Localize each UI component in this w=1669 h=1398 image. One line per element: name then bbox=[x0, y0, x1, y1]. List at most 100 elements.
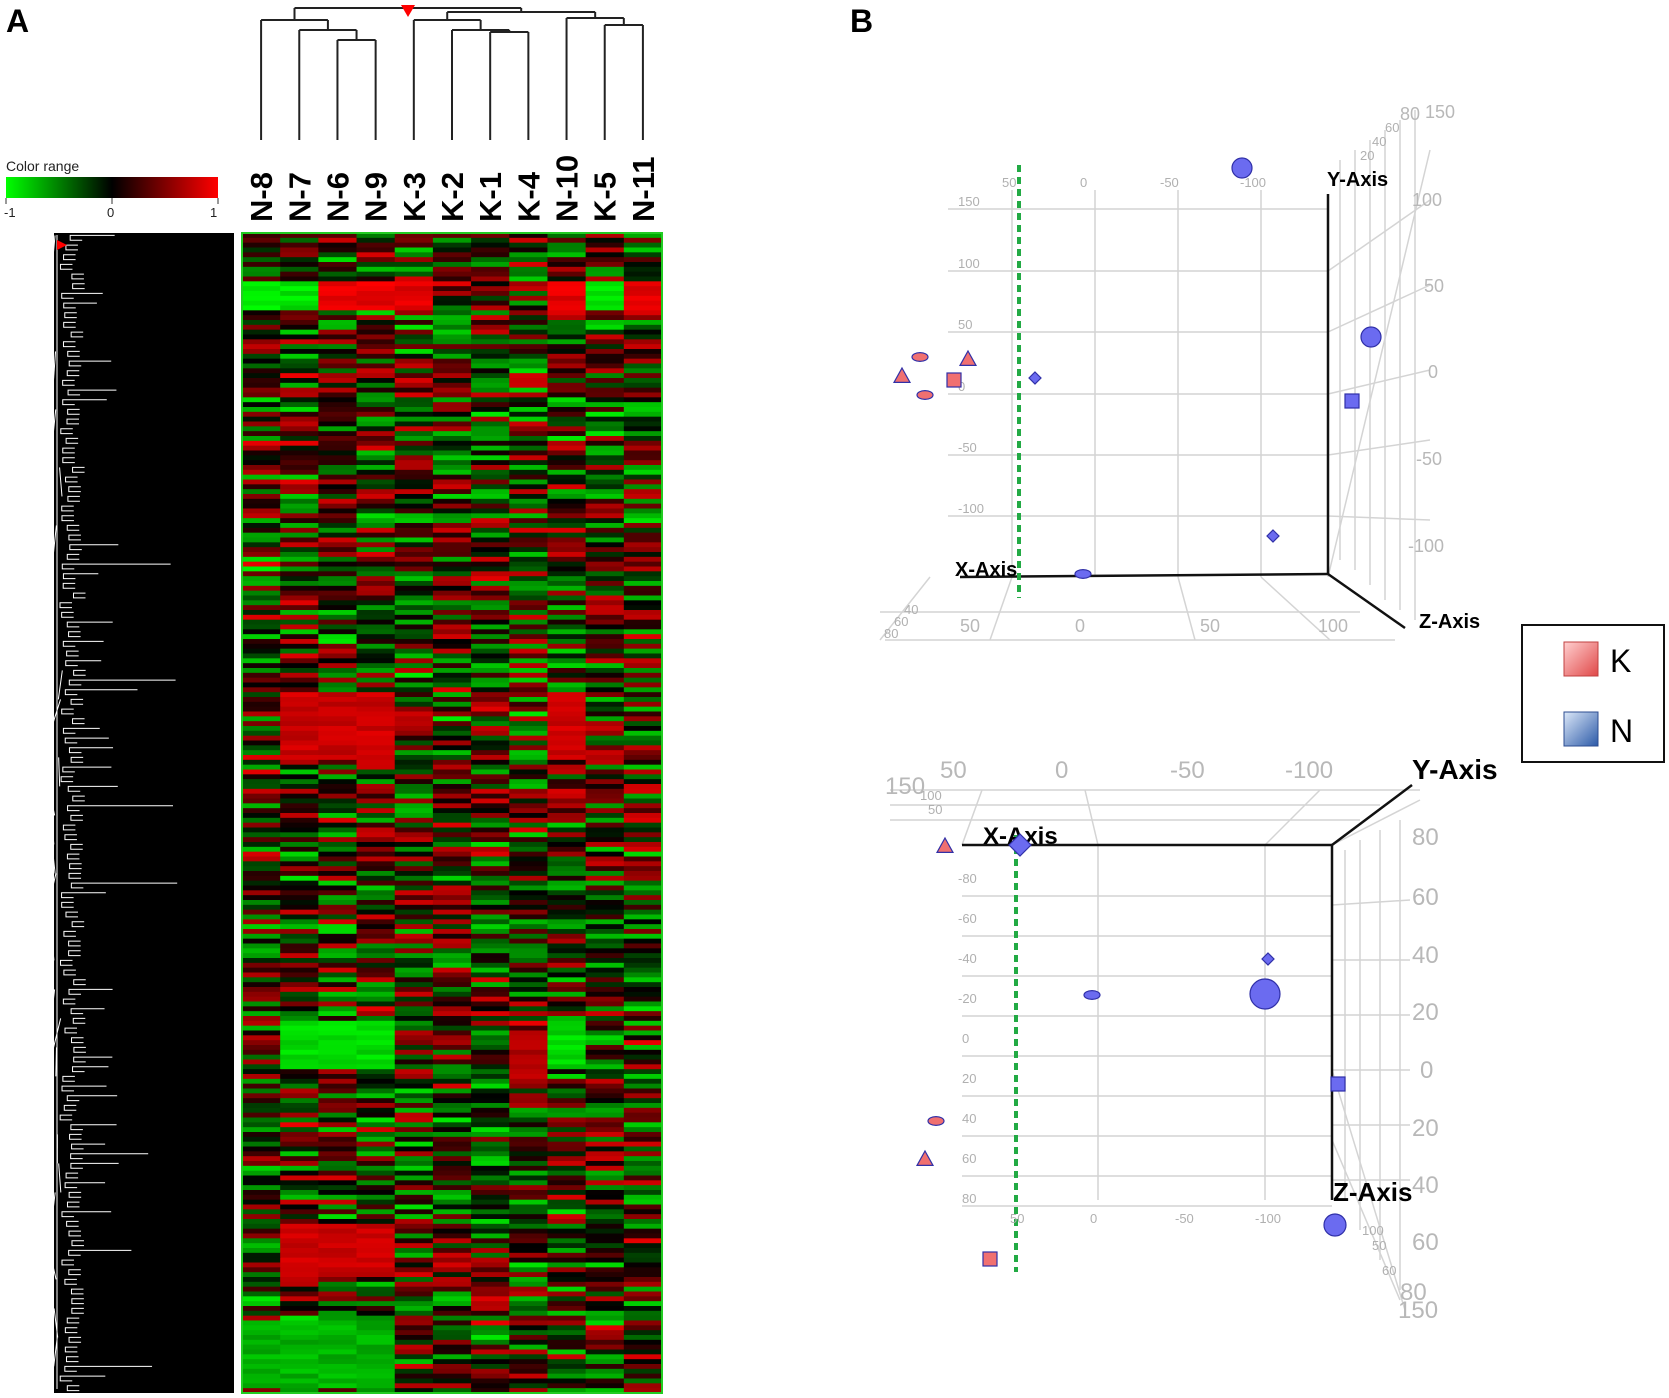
heatmap-cell bbox=[471, 1373, 510, 1379]
heatmap-cell bbox=[585, 590, 625, 596]
heatmap-cell bbox=[509, 527, 548, 534]
heatmap-cell bbox=[280, 1088, 319, 1094]
heatmap-cell bbox=[471, 537, 510, 543]
heatmap-cell bbox=[280, 1204, 319, 1210]
heatmap-cell bbox=[394, 1248, 434, 1254]
heatmap-border bbox=[241, 232, 663, 1394]
row-dendrogram-branch bbox=[68, 534, 81, 541]
heatmap-cell bbox=[394, 300, 434, 306]
heatmap-cell bbox=[471, 1098, 510, 1104]
y-tick: 50 bbox=[1424, 276, 1444, 296]
heatmap-cell bbox=[242, 479, 281, 485]
heatmap-cell bbox=[356, 943, 396, 949]
heatmap-cell bbox=[509, 1117, 548, 1123]
heatmap-cell bbox=[432, 1156, 472, 1162]
heatmap-cell bbox=[509, 629, 548, 635]
heatmap-cell bbox=[585, 846, 625, 853]
heatmap-cell bbox=[242, 1025, 281, 1031]
heatmap-cell bbox=[471, 1233, 510, 1239]
heatmap-cell bbox=[509, 1156, 548, 1162]
heatmap-cell bbox=[432, 363, 472, 369]
heatmap-cell bbox=[623, 474, 663, 480]
heatmap-cell bbox=[394, 711, 434, 717]
heatmap-cell bbox=[318, 1257, 358, 1263]
heatmap-cell bbox=[318, 1088, 358, 1094]
heatmap-cell bbox=[394, 407, 434, 413]
heatmap-cell bbox=[280, 643, 319, 650]
row-dendrogram-branch bbox=[61, 708, 74, 715]
heatmap-cell bbox=[585, 1388, 625, 1394]
heatmap-cell bbox=[509, 779, 548, 785]
heatmap-cell bbox=[471, 1219, 510, 1225]
heatmap-cell bbox=[547, 1194, 587, 1201]
heatmap-cell bbox=[623, 1228, 663, 1234]
heatmap-cell bbox=[623, 711, 663, 717]
heatmap-cell bbox=[432, 721, 472, 727]
heatmap-cell bbox=[471, 895, 510, 901]
heatmap-cell bbox=[471, 1122, 510, 1128]
row-dendrogram-branch bbox=[48, 1250, 57, 1280]
heatmap-cell bbox=[547, 1272, 587, 1278]
heatmap-cell bbox=[318, 1320, 358, 1326]
heatmap-cell bbox=[318, 1359, 358, 1365]
heatmap-cell bbox=[585, 982, 625, 988]
y-tick: -50 bbox=[1416, 449, 1442, 469]
heatmap-cell bbox=[280, 924, 319, 930]
row-dendrogram-branch bbox=[72, 718, 85, 725]
heatmap-cell bbox=[280, 904, 319, 911]
heatmap-cell bbox=[547, 624, 587, 630]
heatmap-cell bbox=[471, 1194, 510, 1201]
heatmap-cell bbox=[356, 808, 396, 814]
heatmap-cell bbox=[318, 866, 358, 872]
heatmap-cell bbox=[585, 1185, 625, 1191]
heatmap-cell bbox=[585, 455, 625, 461]
heatmap-cell bbox=[432, 784, 472, 790]
heatmap-cell bbox=[432, 523, 472, 529]
heatmap-cell bbox=[280, 866, 319, 872]
heatmap-cell bbox=[471, 900, 510, 906]
row-dendrogram-branch bbox=[70, 1288, 84, 1295]
heatmap-cell bbox=[394, 1011, 434, 1017]
heatmap-cell bbox=[318, 508, 358, 514]
corner-tick: 80 bbox=[1400, 104, 1420, 124]
heatmap-cell bbox=[432, 600, 472, 606]
heatmap-cell bbox=[432, 1272, 472, 1278]
x-axis-title: X-Axis bbox=[955, 559, 1017, 581]
heatmap-cell bbox=[242, 1248, 281, 1254]
heatmap-cell bbox=[242, 523, 281, 529]
heatmap-cell bbox=[318, 266, 358, 273]
color-range-bar bbox=[6, 177, 218, 198]
heatmap-cell bbox=[509, 677, 548, 683]
heatmap-cell bbox=[242, 518, 281, 524]
row-dendrogram-branch bbox=[64, 1182, 106, 1189]
heatmap-cell bbox=[280, 455, 319, 461]
heatmap-cell bbox=[356, 556, 396, 563]
heatmap-cell bbox=[585, 262, 625, 268]
heatmap-cell bbox=[547, 1122, 587, 1128]
heatmap-cell bbox=[471, 1175, 510, 1181]
heatmap-cell bbox=[547, 590, 587, 596]
heatmap-cell bbox=[471, 387, 510, 393]
heatmap-cell bbox=[280, 329, 319, 335]
heatmap-cell bbox=[280, 397, 319, 403]
heatmap-cell bbox=[471, 1185, 510, 1191]
heatmap-cell bbox=[585, 996, 625, 1002]
heatmap-cell bbox=[585, 900, 625, 906]
heatmap-cell bbox=[280, 402, 319, 408]
heatmap-cell bbox=[432, 943, 472, 949]
sample-label: N-8 bbox=[244, 172, 279, 222]
heatmap-cell bbox=[356, 585, 396, 592]
heatmap-cell bbox=[242, 808, 281, 814]
heatmap-cell bbox=[280, 658, 319, 664]
heatmap-cell bbox=[585, 484, 625, 490]
sample-label: K-2 bbox=[435, 172, 470, 222]
heatmap-cell bbox=[394, 1045, 434, 1051]
heatmap-cell bbox=[509, 542, 548, 548]
heatmap-cell bbox=[623, 416, 663, 422]
heatmap-cell bbox=[471, 1103, 510, 1109]
heatmap-cell bbox=[471, 1243, 510, 1249]
heatmap-cell bbox=[242, 484, 281, 490]
row-dendrogram-branch bbox=[62, 998, 76, 1005]
heatmap-cell bbox=[471, 784, 510, 790]
heatmap-cell bbox=[394, 1141, 434, 1147]
